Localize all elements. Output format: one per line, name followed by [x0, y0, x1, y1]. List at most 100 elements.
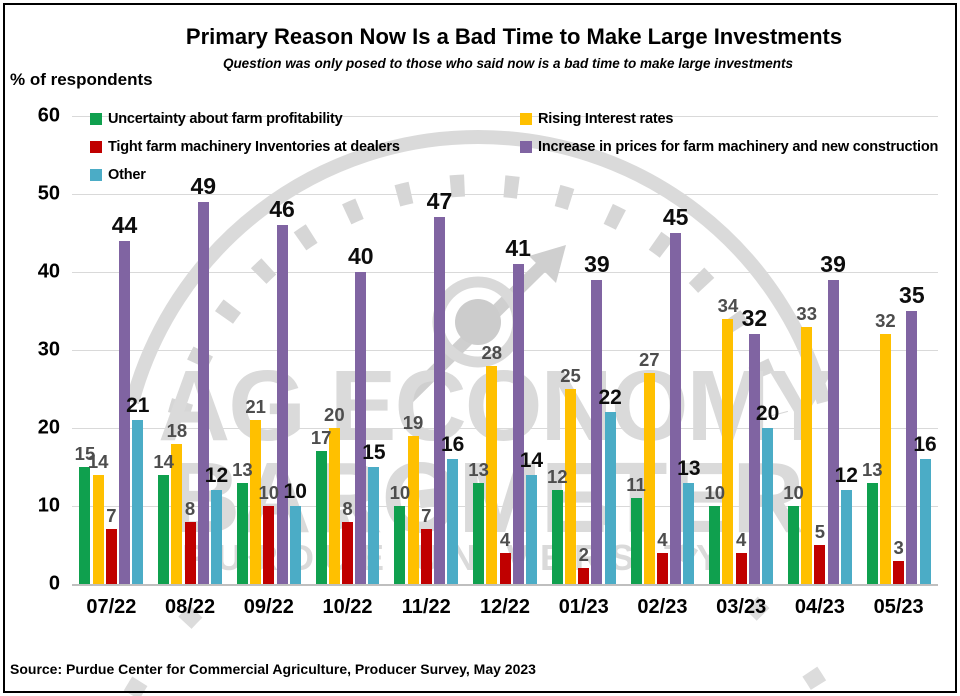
x-label-09/22: 09/22 [243, 596, 294, 618]
x-label-07/22: 07/22 [86, 596, 137, 618]
value-label-03/23-series0: 10 [704, 482, 726, 503]
bar-05/23-series0 [866, 482, 878, 584]
bar-03/23-series4 [762, 428, 774, 584]
legend-item-3: Increase in prices for farm machinery an… [520, 139, 938, 155]
legend-swatch-icon [90, 141, 102, 153]
y-axis-label: % of respondents [10, 70, 153, 89]
legend-swatch-icon [520, 141, 532, 153]
x-label-11/22: 11/22 [401, 596, 451, 618]
value-label-01/23-series2: 2 [578, 544, 589, 566]
bar-11/22-series0 [394, 506, 406, 584]
value-label-03/23-series3: 32 [741, 305, 768, 332]
plot-area: 0 10 20 30 40 50 60 15 14 7 44 21 14 18 8 49 12 13 21 10 46… [38, 105, 938, 618]
bar-10/22-series0 [315, 451, 327, 584]
y-tick-10: 10 [37, 494, 60, 517]
value-label-07/22-series4: 21 [126, 394, 150, 418]
gridline-20 [72, 428, 938, 429]
value-label-02/23-series1: 27 [638, 349, 660, 371]
legend: Uncertainty about farm profitability Risi… [90, 111, 938, 183]
value-label-07/22-series1: 14 [87, 450, 109, 472]
bar-12/22-series1 [486, 365, 498, 584]
value-label-01/23-series4: 22 [598, 386, 622, 410]
value-label-10/22-series2: 8 [342, 497, 353, 519]
legend-swatch-icon [90, 169, 102, 181]
legend-item-1: Rising Interest rates [520, 111, 938, 127]
bar-12/22-series4 [525, 474, 537, 584]
bar-07/22-series1 [92, 474, 104, 584]
value-label-03/23-series4: 20 [755, 402, 780, 425]
value-label-05/23-series2: 3 [893, 536, 904, 558]
chart-subtitle: Question was only posed to those who sai… [222, 56, 794, 71]
value-label-11/22-series0: 10 [389, 482, 411, 503]
bar-05/23-series2 [893, 560, 905, 584]
value-label-05/23-series0: 13 [861, 458, 883, 480]
bar-07/22-series0 [79, 467, 91, 584]
bar-09/22-series0 [236, 482, 248, 584]
bar-05/23-series4 [919, 459, 931, 584]
value-label-12/22-series3: 41 [505, 235, 531, 262]
x-label-01/23: 01/23 [558, 596, 609, 618]
source-note: Source: Purdue Center for Commercial Agr… [10, 661, 536, 677]
bar-02/23-series3 [670, 233, 682, 584]
bar-10/22-series4 [368, 467, 380, 584]
bar-01/23-series0 [551, 490, 563, 584]
bar-04/23-series4 [840, 490, 852, 584]
value-label-01/23-series3: 39 [584, 250, 610, 277]
gridline-60 [72, 116, 938, 117]
bar-05/23-series3 [906, 311, 918, 584]
bar-07/22-series2 [105, 529, 117, 584]
y-tick-40: 40 [37, 260, 60, 283]
value-label-11/22-series4: 16 [440, 433, 465, 457]
bar-10/22-series3 [355, 272, 367, 584]
x-label-10/22: 10/22 [322, 596, 373, 618]
legend-item-0: Uncertainty about farm profitability [90, 111, 520, 127]
value-label-07/22-series0: 15 [74, 443, 96, 464]
bar-04/23-series3 [827, 279, 839, 584]
value-label-09/22-series1: 21 [245, 396, 266, 418]
bar-11/22-series4 [447, 459, 459, 584]
x-label-05/23: 05/23 [873, 596, 924, 618]
value-label-10/22-series1: 20 [324, 404, 345, 425]
x-label-12/22: 12/22 [479, 596, 531, 618]
value-label-12/22-series1: 28 [481, 341, 503, 363]
bar-03/23-series3 [748, 334, 760, 584]
bar-03/23-series0 [709, 506, 721, 584]
gridline-0 [72, 584, 938, 586]
bar-01/23-series4 [604, 412, 616, 584]
value-label-05/23-series3: 35 [899, 282, 925, 308]
bar-07/22-series3 [119, 240, 131, 584]
value-label-03/23-series1: 34 [717, 294, 739, 316]
value-label-08/22-series4: 12 [204, 464, 229, 488]
value-label-08/22-series0: 14 [153, 450, 174, 472]
value-label-04/23-series3: 39 [820, 250, 846, 277]
legend-swatch-icon [90, 113, 102, 125]
value-label-03/23-series2: 4 [736, 528, 747, 550]
value-label-09/22-series2: 10 [258, 482, 280, 503]
x-label-03/23: 03/23 [716, 596, 767, 618]
bar-12/22-series3 [512, 264, 524, 584]
bar-07/22-series4 [132, 420, 144, 584]
bar-04/23-series0 [788, 506, 799, 584]
legend-label: Rising Interest rates [538, 111, 674, 127]
value-label-12/22-series4: 14 [519, 448, 544, 472]
value-label-02/23-series0: 11 [626, 474, 646, 496]
bars-layer: 15 14 7 44 21 14 18 8 49 12 13 21 10 46 10 17 20 8 40 15 10 1… [72, 116, 938, 584]
bar-02/23-series4 [683, 482, 695, 584]
y-tick-60: 60 [37, 104, 60, 127]
value-label-04/23-series0: 10 [783, 482, 804, 503]
bar-01/23-series2 [578, 568, 590, 584]
y-tick-50: 50 [37, 182, 60, 205]
value-label-02/23-series3: 45 [662, 204, 689, 230]
bar-12/22-series2 [499, 552, 511, 584]
legend-swatch-icon [520, 113, 532, 125]
bar-09/22-series4 [289, 506, 301, 584]
value-label-04/23-series2: 5 [814, 521, 826, 542]
bar-04/23-series2 [814, 545, 826, 584]
bar-04/23-series1 [801, 326, 813, 584]
value-label-10/22-series3: 40 [347, 243, 374, 269]
bar-03/23-series2 [735, 552, 747, 584]
bar-03/23-series1 [722, 318, 734, 584]
value-label-05/23-series4: 16 [913, 433, 937, 457]
y-tick-30: 30 [37, 338, 60, 361]
bar-11/22-series1 [407, 435, 419, 584]
